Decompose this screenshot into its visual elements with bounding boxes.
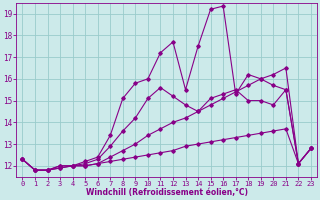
X-axis label: Windchill (Refroidissement éolien,°C): Windchill (Refroidissement éolien,°C) [86,188,248,197]
